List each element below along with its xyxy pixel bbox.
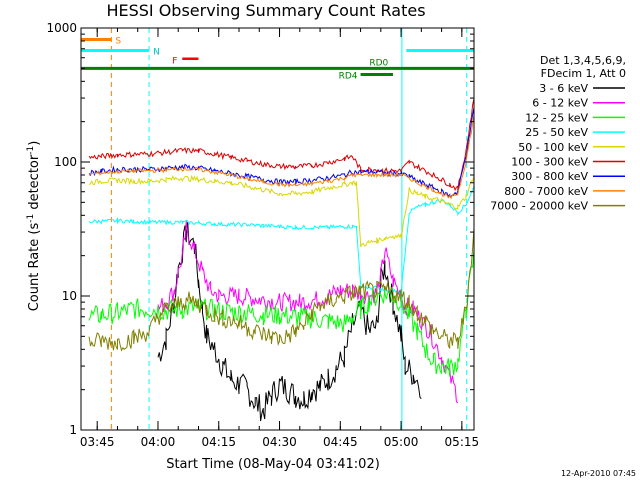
- x-tick-label: 05:00: [384, 435, 419, 449]
- date-stamp: 12-Apr-2010 07:45: [561, 469, 636, 478]
- legend-label: 6 - 12 keV: [532, 97, 588, 110]
- flag-s-label: S: [115, 37, 121, 47]
- plot-frame: [80, 27, 475, 431]
- legend: Det 1,3,4,5,6,9, FDecim 1, Att 0 3 - 6 k…: [490, 54, 626, 213]
- legend-label: 50 - 100 keV: [518, 141, 588, 154]
- legend-label: 100 - 300 keV: [511, 156, 588, 169]
- x-tick-label: 04:15: [201, 435, 236, 449]
- chart-title: HESSI Observing Summary Count Rates: [106, 1, 425, 20]
- legend-label: 300 - 800 keV: [511, 170, 588, 183]
- series-line-3: [88, 186, 475, 296]
- y-tick-label: 1000: [46, 21, 77, 35]
- series-line-4: [88, 174, 475, 248]
- flag-f-label: F: [172, 57, 177, 67]
- flag-rd0-label: RD0: [369, 58, 388, 68]
- flag-rd4-label: RD4: [339, 71, 358, 81]
- y-tick-label: 1: [69, 423, 77, 437]
- legend-label: 12 - 25 keV: [525, 111, 588, 124]
- legend-title-line1: Det 1,3,4,5,6,9,: [540, 54, 626, 67]
- flag-n-label: N: [153, 47, 160, 57]
- y-tick-label: 10: [62, 289, 77, 303]
- legend-label: 3 - 6 keV: [539, 82, 588, 95]
- x-tick-label: 04:00: [141, 435, 176, 449]
- series-line-2: [88, 249, 475, 377]
- series-line-7: [88, 115, 475, 200]
- legend-label: 800 - 7000 keV: [504, 185, 588, 198]
- series-line-5: [88, 98, 475, 192]
- x-tick-label: 04:45: [323, 435, 358, 449]
- x-tick-label: 04:30: [262, 435, 297, 449]
- y-tick-label: 100: [54, 155, 77, 169]
- x-axis-label: Start Time (08-May-04 03:41:02): [166, 457, 380, 472]
- legend-label: 7000 - 20000 keV: [490, 200, 588, 213]
- legend-title-line2: FDecim 1, Att 0: [541, 67, 626, 80]
- x-tick-label: 05:15: [445, 435, 480, 449]
- series-line-1: [157, 219, 459, 404]
- y-axis-label: Count Rate (s-1 detector-1): [26, 141, 42, 312]
- legend-label: 25 - 50 keV: [525, 126, 588, 139]
- x-tick-label: 03:45: [80, 435, 115, 449]
- series-line-8: [88, 228, 475, 352]
